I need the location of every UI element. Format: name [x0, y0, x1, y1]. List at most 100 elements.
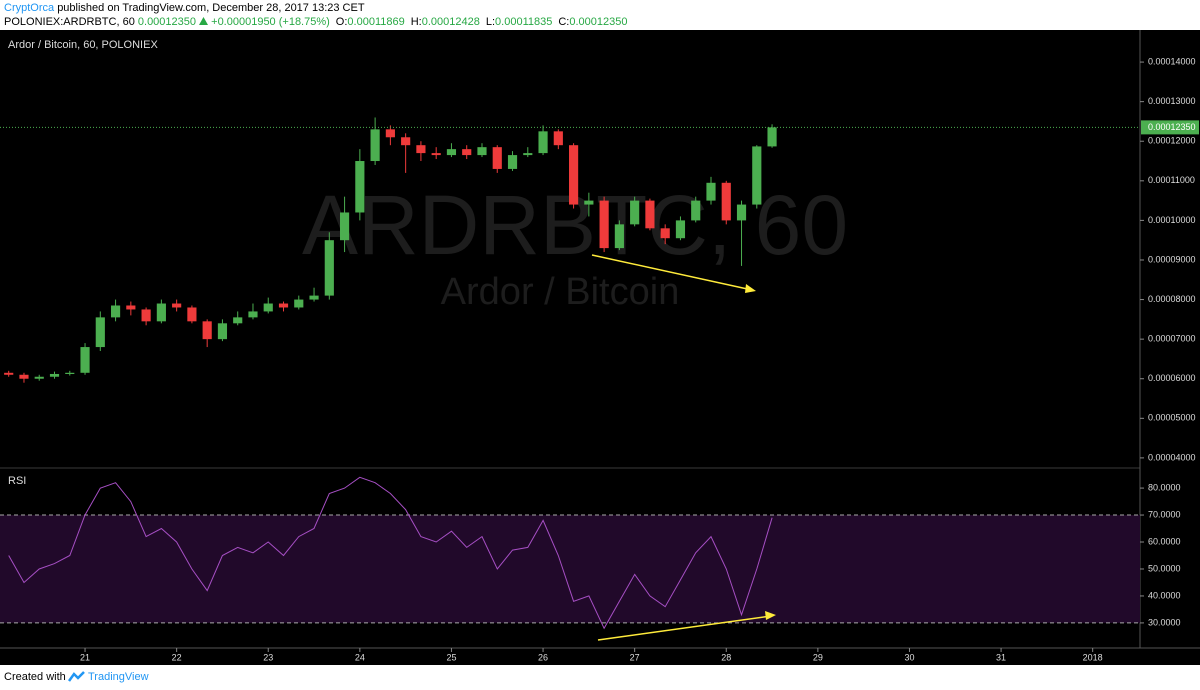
x-tick-label: 24: [355, 652, 365, 662]
candle-body: [462, 149, 472, 156]
last-price-box: [1141, 120, 1199, 135]
y-tick-label: 60.0000: [1148, 536, 1181, 546]
ohlc-label: H:: [410, 16, 422, 28]
arrow-head: [765, 611, 776, 620]
candle-body: [645, 200, 655, 229]
ohlc-label: L:: [485, 16, 496, 28]
candle-body: [660, 228, 670, 239]
candle-body: [309, 295, 319, 300]
ohlc-value: 0.00011835: [495, 16, 553, 28]
candle-body: [446, 149, 457, 156]
ohlc-label: C:: [558, 16, 570, 28]
candle-body: [477, 147, 487, 156]
candle-body: [19, 374, 29, 379]
symbol: POLONIEX:ARDRBTC, 60: [4, 16, 135, 28]
candle-body: [523, 153, 533, 156]
x-tick-label: 23: [263, 652, 273, 662]
arrow-head: [745, 284, 756, 293]
rsi-band: [0, 515, 1140, 623]
y-tick-label: 40.0000: [1148, 590, 1181, 600]
candle-body: [4, 372, 14, 375]
x-tick-label: 2018: [1083, 652, 1103, 662]
y-tick-label: 50.0000: [1148, 563, 1181, 573]
candle-body: [340, 212, 350, 241]
annotations: [591, 254, 776, 641]
symbol-line: POLONIEX:ARDRBTC, 60 0.00012350 +0.00001…: [4, 16, 627, 28]
marks: 0.00004000 0.00005000 0.00006000 0.00007000…: [0, 56, 1199, 662]
candle-body: [767, 127, 777, 147]
candle-body: [706, 182, 716, 201]
candle-body: [324, 240, 334, 296]
ohlc-value: 0.00012350: [569, 16, 628, 28]
candle-body: [736, 204, 747, 221]
y-tick-label: 0.00012000: [1148, 136, 1196, 146]
candle-body: [538, 131, 548, 154]
candle-body: [553, 131, 563, 146]
change: +0.00001950 (+18.75%): [211, 16, 330, 28]
candle-body: [141, 309, 151, 322]
candle-body: [675, 220, 686, 239]
ohlc-value: 0.00011869: [347, 16, 405, 28]
x-tick-label: 31: [996, 652, 1006, 662]
x-tick-label: 30: [904, 652, 914, 662]
last-price-label: 0.00012350: [1148, 122, 1196, 132]
watermark-name: Ardor / Bitcoin: [441, 271, 680, 313]
up-icon: [199, 17, 209, 25]
candle-body: [49, 373, 60, 377]
y-tick-label: 0.00006000: [1148, 373, 1196, 383]
last: 0.00012350: [137, 16, 197, 28]
candle-body: [233, 317, 243, 324]
y-tick-label: 30.0000: [1148, 617, 1181, 627]
candle-body: [294, 299, 304, 308]
y-tick-label: 70.0000: [1148, 509, 1181, 519]
candle-body: [630, 200, 640, 225]
candle-body: [126, 305, 136, 310]
candle-body: [110, 305, 121, 318]
publish-line: CryptOrca published on TradingView.com, …: [4, 2, 365, 14]
trend-arrow: [591, 254, 753, 291]
x-tick-label: 29: [813, 652, 823, 662]
candle-body: [431, 153, 441, 156]
x-tick-label: 22: [172, 652, 182, 662]
y-tick-label: 0.00014000: [1148, 56, 1196, 66]
chart-title: Ardor / Bitcoin, 60, POLONIEX: [8, 39, 158, 51]
candle-body: [248, 311, 258, 318]
created: Created with: [4, 671, 66, 683]
y-tick-label: 0.00009000: [1148, 254, 1196, 264]
candle-body: [507, 155, 518, 169]
candle-body: [80, 347, 90, 373]
brand: TradingView: [88, 671, 149, 683]
rsi-line: [8, 476, 773, 630]
x-tick-label: 28: [721, 652, 731, 662]
candle-body: [217, 323, 228, 340]
candle-body: [721, 182, 731, 221]
candle-body: [156, 303, 166, 322]
candle-body: [416, 145, 426, 154]
ohlc: O:0.00011869 H:0.00012428 L:0.00011835 C:0.…: [330, 16, 628, 28]
candle-body: [202, 321, 212, 340]
y-tick-label: 0.00007000: [1148, 334, 1196, 344]
y-tick-label: 80.0000: [1148, 482, 1181, 492]
candle-body: [65, 372, 75, 374]
rsi-title: RSI: [8, 475, 26, 487]
candle-body: [370, 129, 380, 162]
candle-body: [569, 145, 579, 205]
author: CryptOrca: [4, 2, 55, 14]
candle-body: [172, 303, 182, 308]
candle-body: [355, 161, 365, 213]
ohlc-value: 0.00012428: [421, 16, 480, 28]
y-tick-label: 0.00011000: [1148, 175, 1195, 185]
candle-body: [752, 146, 762, 205]
y-tick-label: 0.00004000: [1148, 452, 1196, 462]
x-tick-label: 27: [630, 652, 640, 662]
candle-body: [263, 303, 273, 312]
x-tick-label: 21: [80, 652, 90, 662]
y-tick-label: 0.00010000: [1148, 215, 1196, 225]
trend-arrow: [597, 615, 772, 641]
x-tick-label: 25: [446, 652, 456, 662]
candle-body: [385, 129, 395, 138]
candle-body: [599, 200, 609, 249]
footer: Created with TradingView: [0, 665, 1200, 690]
